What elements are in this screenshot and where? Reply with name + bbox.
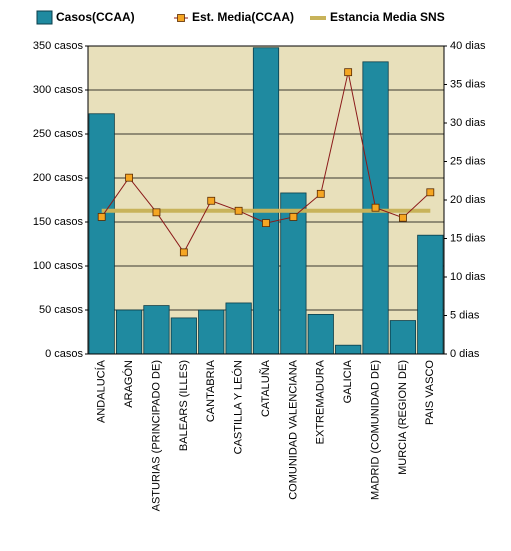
plot-border <box>87 45 445 355</box>
marker <box>316 189 325 198</box>
marker <box>207 196 216 205</box>
marker <box>262 219 270 228</box>
marker <box>289 213 298 221</box>
bar <box>307 313 334 355</box>
y-tick-label: 150 casos <box>33 216 84 228</box>
x-tick-label: MADRID (COMUNIDAD DE) <box>369 360 381 500</box>
x-tick-label: COMUNIDAD VALENCIANA <box>287 359 299 499</box>
legend-label: Casos(CCAA) <box>56 10 135 24</box>
bar <box>225 302 252 355</box>
y-tick-label: 250 casos <box>33 128 84 140</box>
x-tick-label: CANTABRIA <box>205 359 217 422</box>
bar <box>198 309 225 355</box>
bar <box>335 344 362 355</box>
legend-swatch <box>36 10 53 25</box>
legend: Casos(CCAA) Est. Media(CCAA) Estancia Medi… <box>36 10 445 25</box>
marker <box>344 68 353 77</box>
y2-tick-label: 0 dias <box>450 348 480 360</box>
marker <box>125 173 133 182</box>
x-tick-label: CASTILLA Y LEÓN <box>232 360 245 454</box>
bar <box>389 320 417 355</box>
y2-tick-label: 10 dias <box>450 271 486 283</box>
x-tick-label: EXTREMADURA <box>315 359 327 444</box>
x-tick-label: ASTURIAS (PRINCIPADO DE) <box>150 360 162 511</box>
marker <box>97 213 106 221</box>
y2-tick-label: 25 dias <box>450 155 486 167</box>
y-tick-label: 350 casos <box>33 40 84 52</box>
marker <box>426 188 435 197</box>
x-tick-label: PAIS VASCO <box>424 360 436 425</box>
y-tick-label: 50 casos <box>39 304 84 316</box>
y-tick-label: 300 casos <box>33 84 84 96</box>
y2-tick-label: 15 dias <box>450 232 486 244</box>
marker <box>234 206 243 215</box>
bar <box>170 317 197 355</box>
marker <box>152 208 161 217</box>
x-tick-label: ANDALUCÍA <box>95 359 108 423</box>
marker <box>399 213 407 222</box>
y-tick-label: 100 casos <box>33 260 84 272</box>
bar <box>143 305 170 355</box>
bar <box>115 309 143 355</box>
bar <box>417 234 444 355</box>
legend-swatch <box>177 14 185 22</box>
x-tick-label: MURCIA (REGION DE) <box>397 360 409 475</box>
y2-tick-label: 35 dias <box>450 78 486 90</box>
x-tick-label: BALEARS (ILLES) <box>178 360 190 451</box>
y2-tick-label: 30 dias <box>450 117 486 129</box>
y-tick-label: 0 casos <box>45 348 83 360</box>
legend-label: Estancia Media SNS <box>330 10 445 24</box>
x-tick-label: GALICIA <box>342 359 354 403</box>
x-tick-label: CATALUÑA <box>259 359 272 417</box>
marker <box>179 248 188 257</box>
y2-tick-label: 40 dias <box>450 40 486 52</box>
bar <box>88 113 115 355</box>
legend-label: Est. Media(CCAA) <box>192 10 294 24</box>
y2-tick-label: 5 dias <box>450 309 480 321</box>
y2-tick-label: 20 dias <box>450 194 486 206</box>
y-tick-label: 200 casos <box>33 172 84 184</box>
bar <box>252 47 280 355</box>
x-tick-label: ARAGÓN <box>122 360 135 408</box>
marker <box>371 203 380 212</box>
